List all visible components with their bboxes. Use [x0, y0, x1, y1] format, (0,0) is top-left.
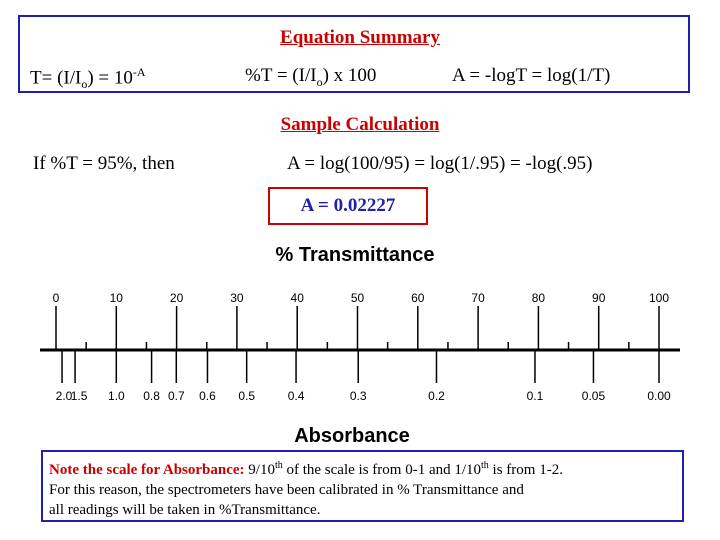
transmittance-tick-label: 30 — [230, 291, 244, 305]
note-box: Note the scale for Absorbance: 9/10th of… — [41, 450, 684, 522]
absorbance-equation: A = -logT = log(1/T) — [452, 65, 611, 86]
absorbance-tick-label: 0.05 — [582, 389, 606, 403]
absorbance-tick-label: 0.2 — [428, 389, 445, 403]
note-line-1: Note the scale for Absorbance: 9/10th of… — [49, 460, 563, 478]
transmittance-absorbance-scale: % Transmittance 0 10 20 30 40 50 60 70 80 90 100 2… — [40, 244, 680, 447]
absorbance-tick-label: 0.1 — [527, 389, 544, 403]
transmittance-tick-label: 100 — [649, 291, 669, 305]
transmittance-equation: T= (I/Io) = 10-A — [30, 65, 146, 92]
sample-calculation-title: Sample Calculation — [280, 114, 440, 135]
absorbance-tick-label: 0.8 — [143, 389, 160, 403]
absorbance-tick-label: 0.4 — [288, 389, 305, 403]
transmittance-tick-label: 40 — [291, 291, 305, 305]
absorbance-tick-label: 0.7 — [168, 389, 185, 403]
transmittance-title: % Transmittance — [276, 244, 435, 266]
percent-transmittance-equation: %T = (I/Io) x 100 — [245, 65, 377, 89]
sample-result: A = 0.02227 — [268, 187, 428, 225]
sample-work: A = log(100/95) = log(1/.95) = -log(.95) — [287, 153, 593, 174]
absorbance-tick-label: 0.3 — [350, 389, 367, 403]
transmittance-tick-label: 50 — [351, 291, 365, 305]
transmittance-tick-label: 10 — [110, 291, 124, 305]
note-line-2: For this reason, the spectrometers have … — [49, 482, 524, 498]
transmittance-tick-label: 20 — [170, 291, 184, 305]
equation-summary-title: Equation Summary — [280, 27, 440, 48]
transmittance-tick-label: 80 — [532, 291, 546, 305]
absorbance-tick-label: 0.00 — [647, 389, 671, 403]
absorbance-title: Absorbance — [294, 425, 410, 447]
absorbance-tick-label: 1.0 — [108, 389, 125, 403]
absorbance-ticks: 2.01.5 1.0 0.8 0.7 0.6 0.5 0.4 0.3 0.2 0.1 0.05 0.0… — [56, 350, 671, 403]
absorbance-tick-label: 1.5 — [71, 389, 88, 403]
transmittance-ticks: 0 10 20 30 40 50 60 70 80 90 100 — [53, 291, 669, 350]
absorbance-tick-label: 2.0 — [56, 389, 73, 403]
note-line-3: all readings will be taken in %Transmitt… — [49, 502, 321, 518]
absorbance-tick-label: 0.6 — [199, 389, 216, 403]
sample-condition: If %T = 95%, then — [33, 153, 175, 174]
note-heading: Note the scale for Absorbance: — [49, 462, 245, 478]
transmittance-tick-label: 70 — [471, 291, 485, 305]
transmittance-tick-label: 60 — [411, 291, 425, 305]
transmittance-tick-label: 90 — [592, 291, 606, 305]
equation-summary-box — [18, 15, 690, 93]
transmittance-tick-label: 0 — [53, 291, 60, 305]
absorbance-tick-label: 0.5 — [238, 389, 255, 403]
